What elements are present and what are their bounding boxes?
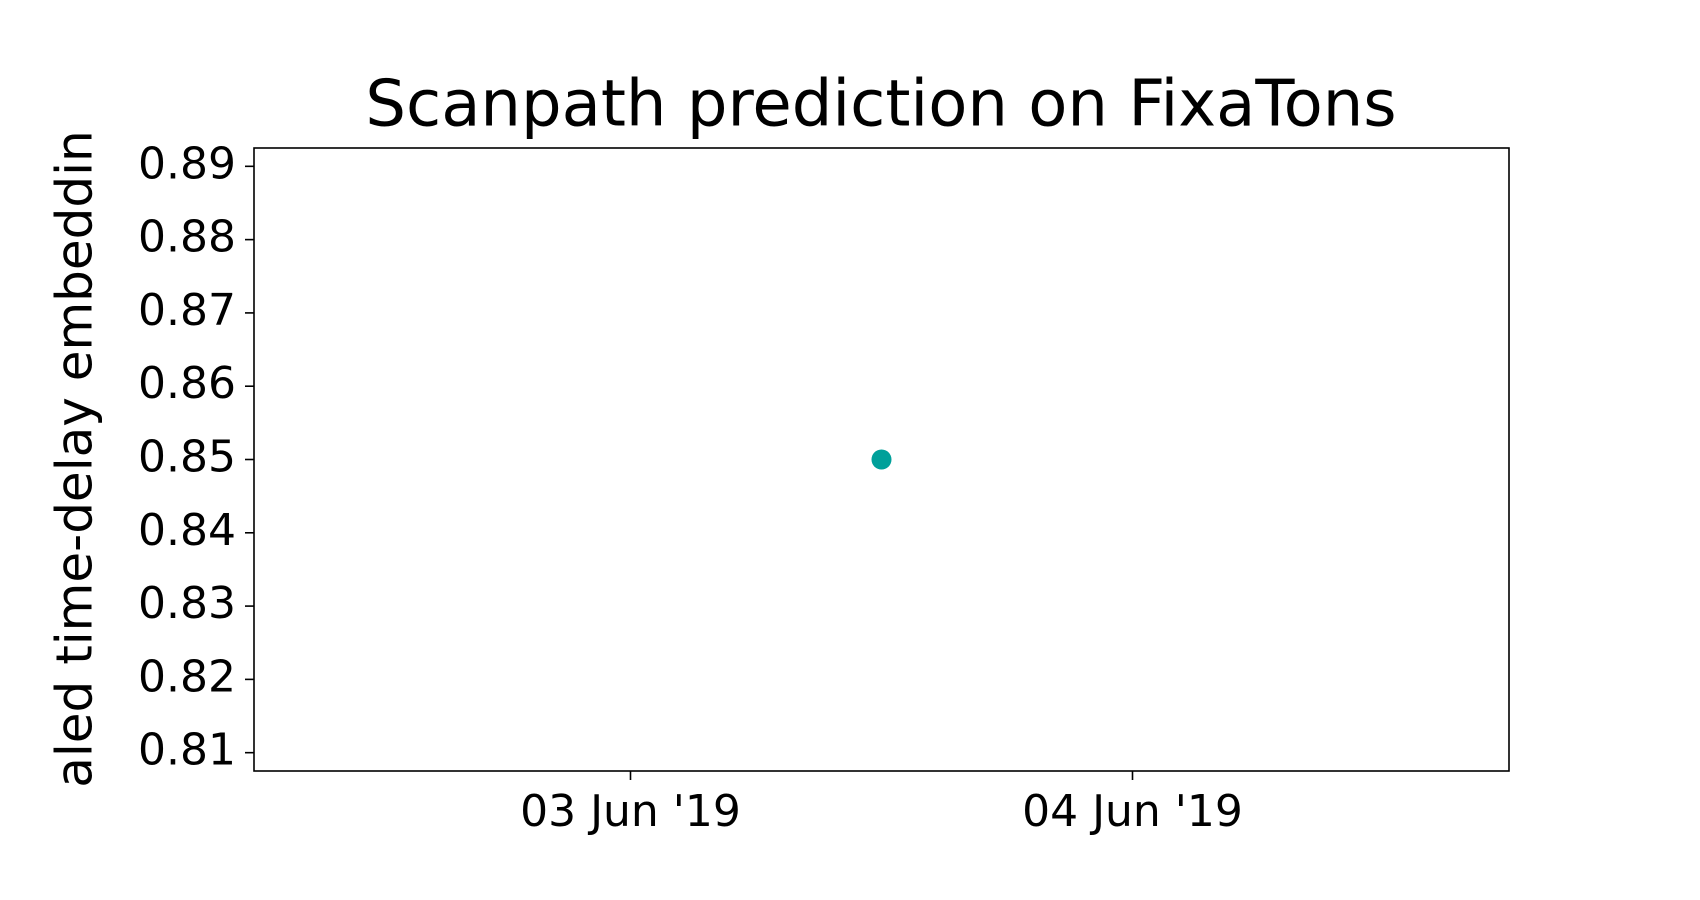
y-tick-label: 0.85 bbox=[138, 432, 236, 483]
y-axis-label: aled time-delay embeddin bbox=[46, 130, 104, 787]
y-tick-label: 0.83 bbox=[138, 578, 236, 629]
y-tick-label: 0.87 bbox=[138, 285, 236, 336]
x-tick-label: 03 Jun '19 bbox=[520, 786, 741, 837]
chart-title: Scanpath prediction on FixaTons bbox=[365, 68, 1396, 142]
y-tick-label: 0.88 bbox=[138, 212, 236, 263]
y-tick-label: 0.81 bbox=[138, 725, 236, 776]
y-tick-label: 0.82 bbox=[138, 651, 236, 702]
y-tick-label: 0.84 bbox=[138, 505, 236, 556]
x-tick-label: 04 Jun '19 bbox=[1022, 786, 1243, 837]
y-tick-label: 0.89 bbox=[138, 138, 236, 189]
y-tick-label: 0.86 bbox=[138, 358, 236, 409]
point bbox=[871, 449, 892, 470]
